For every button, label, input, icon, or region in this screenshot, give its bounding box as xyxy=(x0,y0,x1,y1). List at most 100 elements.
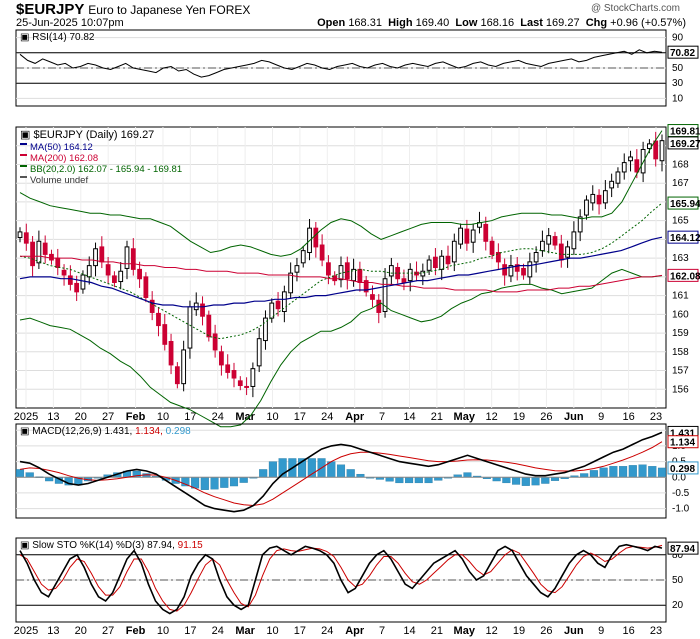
candle-body xyxy=(42,242,48,255)
candle-body xyxy=(294,265,300,273)
symbol: $EURJPY xyxy=(16,1,85,18)
stoch-x-tick-label: 17 xyxy=(184,625,196,637)
candle-body xyxy=(74,282,80,293)
price-tick-label: 158 xyxy=(672,347,689,358)
stoch-x-tick-label: 20 xyxy=(75,625,87,637)
price-legend-entry: BB(20,2.0) 162.07 - 165.94 - 169.81 xyxy=(30,164,182,175)
candle-body xyxy=(584,199,589,216)
candle-body xyxy=(212,333,218,351)
candle-body xyxy=(263,317,268,342)
candle-body xyxy=(609,180,615,189)
bollinger-lower-line xyxy=(19,268,663,428)
brand-watermark[interactable]: @ StockCharts.com xyxy=(590,3,680,14)
candle-body xyxy=(502,264,508,276)
rsi-line xyxy=(19,49,663,78)
stoch-x-tick-label: 23 xyxy=(650,625,662,637)
candle-body xyxy=(401,278,407,283)
macd-tick-label: 0.0 xyxy=(672,472,686,483)
candle-body xyxy=(17,231,23,239)
stoch-x-tick-label: 2025 xyxy=(14,625,38,637)
candle-body xyxy=(602,190,608,204)
macd-histogram-bar xyxy=(609,466,618,478)
candle-body xyxy=(357,268,363,283)
candle-body xyxy=(596,194,602,205)
candle-body xyxy=(206,314,212,338)
price-x-tick-label: 23 xyxy=(650,411,662,423)
stoch-x-tick-label: 16 xyxy=(622,625,634,637)
stoch-x-tick-label: Mar xyxy=(235,625,255,637)
candle-body xyxy=(577,216,583,233)
stoch-x-tick-label: 26 xyxy=(540,625,552,637)
ohlc-summary: Open 168.31 High 169.40 Low 168.16 Last … xyxy=(317,17,686,29)
candle-body xyxy=(93,248,98,267)
candle-body xyxy=(445,255,451,265)
rsi-tick-label: 30 xyxy=(672,78,684,89)
candle-body xyxy=(281,291,287,313)
price-x-tick-label: 26 xyxy=(540,411,552,423)
price-x-tick-label: 24 xyxy=(321,411,333,423)
chg-value: +0.96 (+0.57%) xyxy=(610,17,686,29)
price-x-tick-label: 9 xyxy=(598,411,604,423)
candle-body xyxy=(162,324,168,345)
price-legend-swatch xyxy=(20,143,27,145)
macd-histogram-bar xyxy=(550,477,560,481)
stoch-x-tick-label: Feb xyxy=(126,625,146,637)
macd-histogram-bar xyxy=(229,477,239,487)
macd-histogram-bar xyxy=(628,465,637,478)
candle-body xyxy=(168,340,174,366)
rsi-legend: ▣ RSI(14) 70.82 xyxy=(20,32,95,43)
candle-body xyxy=(495,252,501,263)
candle-body xyxy=(23,232,29,244)
price-x-tick-label: 7 xyxy=(379,411,385,423)
price-x-tick-label: Jun xyxy=(564,411,584,423)
macd-histogram-bar xyxy=(395,477,404,484)
price-legend-entry: Volume undef xyxy=(30,175,88,186)
symbol-title: $EURJPY Euro to Japanese Yen FOREX xyxy=(16,1,250,18)
macd-histogram-bar xyxy=(638,464,647,478)
macd-histogram-bar xyxy=(200,477,209,490)
stoch-x-tick-label: 10 xyxy=(157,625,169,637)
ma200-tag: 162.08 xyxy=(670,271,700,282)
price-x-tick-label: 17 xyxy=(184,411,196,423)
candle-body xyxy=(300,250,306,264)
bb-mid-tag: 165.94 xyxy=(670,199,700,210)
macd-histogram-bar xyxy=(463,472,472,478)
price-legend-swatch xyxy=(20,176,27,178)
macd-tick-label: -1.0 xyxy=(672,504,690,515)
price-tick-label: 156 xyxy=(672,384,689,395)
candle-body xyxy=(571,231,577,250)
price-legend-entry: MA(200) 162.08 xyxy=(30,153,98,164)
candle-body xyxy=(36,240,42,264)
candle-body xyxy=(313,227,319,248)
stoch-x-tick-label: 19 xyxy=(513,625,525,637)
candle-body xyxy=(634,159,640,173)
rsi-value-tag: 70.82 xyxy=(670,48,695,59)
price-x-tick-label: 24 xyxy=(212,411,224,423)
stoch-value-tag: 87.94 xyxy=(670,544,695,555)
price-panel-frame xyxy=(15,126,667,409)
candle-body xyxy=(382,278,388,313)
price-tick-label: 161 xyxy=(672,291,689,302)
candle-body xyxy=(225,364,231,373)
quote-date: 25-Jun-2025 10:07pm xyxy=(16,17,124,29)
candle-body xyxy=(426,259,432,271)
candle-body xyxy=(118,270,124,283)
macd-signal-tag-box xyxy=(667,435,699,449)
candle-body xyxy=(269,302,275,319)
stoch-tick-label: 80 xyxy=(672,550,684,561)
candle-body xyxy=(219,351,224,366)
rsi-tick-label: 90 xyxy=(672,33,684,44)
candle-body xyxy=(451,240,457,263)
price-tick-label: 168 xyxy=(672,159,689,170)
macd-value-tag: 1.431 xyxy=(670,428,695,439)
bb-mid-tag-box xyxy=(667,196,699,210)
candle-body xyxy=(149,299,155,313)
price-tick-label: 165 xyxy=(672,216,689,227)
macd-histogram-bar xyxy=(336,464,346,478)
macd-histogram-bar xyxy=(25,472,34,478)
price-tick-label: 160 xyxy=(672,309,689,320)
candle-body xyxy=(533,252,539,263)
price-legend-entry: MA(50) 164.12 xyxy=(30,142,93,153)
candle-body xyxy=(112,275,117,283)
candle-body xyxy=(621,162,627,173)
